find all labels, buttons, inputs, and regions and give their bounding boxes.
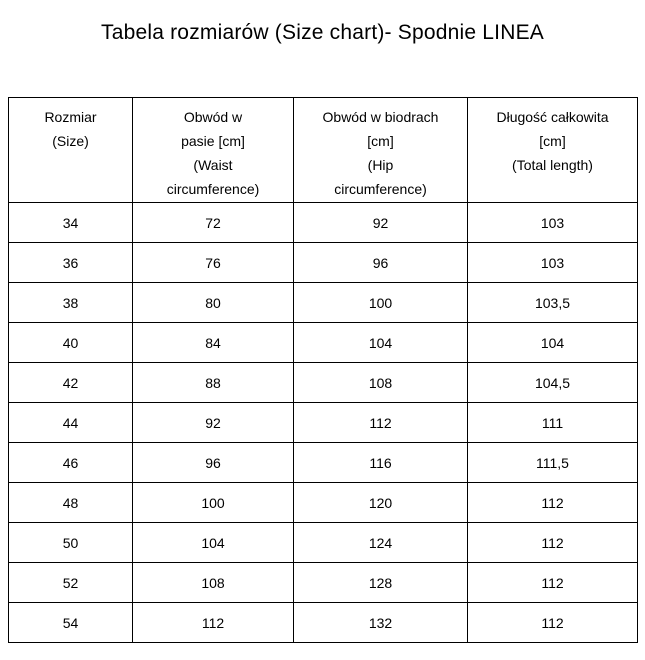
- table-cell: 48: [8, 482, 133, 523]
- column-header-line: (Hip: [367, 157, 394, 173]
- column-header-line: Długość całkowita: [496, 109, 609, 125]
- table-cell: 40: [8, 322, 133, 363]
- table-cell: 103: [467, 202, 638, 243]
- column-header: Obwód w pasie [cm] (Waist circumference): [132, 97, 294, 203]
- table-cell: 108: [132, 562, 294, 603]
- table-cell: 80: [132, 282, 294, 323]
- column-header-line: Obwód w: [183, 109, 243, 125]
- table-cell: 92: [132, 402, 294, 443]
- table-cell: 104: [467, 322, 638, 363]
- table-cell: 100: [293, 282, 468, 323]
- table-cell: 104,5: [467, 362, 638, 403]
- table-cell: 112: [467, 562, 638, 603]
- table-cell: 92: [293, 202, 468, 243]
- table-cell: 103: [467, 242, 638, 283]
- table-cell: 103,5: [467, 282, 638, 323]
- table-cell: 34: [8, 202, 133, 243]
- table-cell: 112: [293, 402, 468, 443]
- table-cell: 111: [467, 402, 638, 443]
- table-cell: 88: [132, 362, 294, 403]
- table-row: 52 108 128 112: [8, 562, 638, 603]
- column-header-line: [cm]: [367, 133, 394, 149]
- table-cell: 50: [8, 522, 133, 563]
- table-cell: 36: [8, 242, 133, 283]
- table-cell: 96: [132, 442, 294, 483]
- table-cell: 42: [8, 362, 133, 403]
- table-cell: 84: [132, 322, 294, 363]
- column-header-line: (Size): [52, 133, 89, 149]
- table-cell: 46: [8, 442, 133, 483]
- table-cell: 96: [293, 242, 468, 283]
- column-header-line: pasie [cm]: [181, 133, 245, 149]
- column-header-line: [cm]: [539, 133, 566, 149]
- table-cell: 120: [293, 482, 468, 523]
- column-header: Długość całkowita [cm] (Total length): [467, 97, 638, 203]
- table-cell: 128: [293, 562, 468, 603]
- table-row: 46 96 116 111,5: [8, 442, 638, 483]
- table-cell: 132: [293, 602, 468, 643]
- table-cell: 100: [132, 482, 294, 523]
- table-cell: 112: [132, 602, 294, 643]
- column-header-line: (Waist: [193, 157, 233, 173]
- table-cell: 116: [293, 442, 468, 483]
- page-title: Tabela rozmiarów (Size chart)- Spodnie L…: [101, 21, 544, 44]
- table-cell: 44: [8, 402, 133, 443]
- table-row: 50 104 124 112: [8, 522, 638, 563]
- column-header-line: Obwód w biodrach: [322, 109, 439, 125]
- table-row: 36 76 96 103: [8, 242, 638, 283]
- table-row: 48 100 120 112: [8, 482, 638, 523]
- column-header-line: circumference): [166, 181, 260, 197]
- table-cell: 104: [132, 522, 294, 563]
- table-cell: 108: [293, 362, 468, 403]
- table-cell: 104: [293, 322, 468, 363]
- table-cell: 112: [467, 482, 638, 523]
- column-header: Obwód w biodrach [cm] (Hip circumference): [293, 97, 468, 203]
- table-cell: 38: [8, 282, 133, 323]
- column-header: Rozmiar (Size): [8, 97, 133, 203]
- size-chart-table: Rozmiar (Size) Obwód w pasie [cm] (Waist circ…: [8, 97, 638, 643]
- column-header-line: circumference): [334, 181, 427, 197]
- table-row: 40 84 104 104: [8, 322, 638, 363]
- table-cell: 52: [8, 562, 133, 603]
- column-header-line: (Total length): [512, 157, 593, 173]
- table-cell: 112: [467, 602, 638, 643]
- table-cell: 54: [8, 602, 133, 643]
- table-row: 44 92 112 111: [8, 402, 638, 443]
- table-cell: 124: [293, 522, 468, 563]
- column-header-line: Rozmiar: [44, 109, 97, 125]
- table-row: 38 80 100 103,5: [8, 282, 638, 323]
- table-row: 42 88 108 104,5: [8, 362, 638, 403]
- table-cell: 72: [132, 202, 294, 243]
- header-row: Rozmiar (Size) Obwód w pasie [cm] (Waist circ…: [8, 97, 638, 203]
- table-cell: 76: [132, 242, 294, 283]
- table-row: 54 112 132 112: [8, 602, 638, 643]
- table-row: 34 72 92 103: [8, 202, 638, 243]
- table-cell: 111,5: [467, 442, 638, 483]
- table-cell: 112: [467, 522, 638, 563]
